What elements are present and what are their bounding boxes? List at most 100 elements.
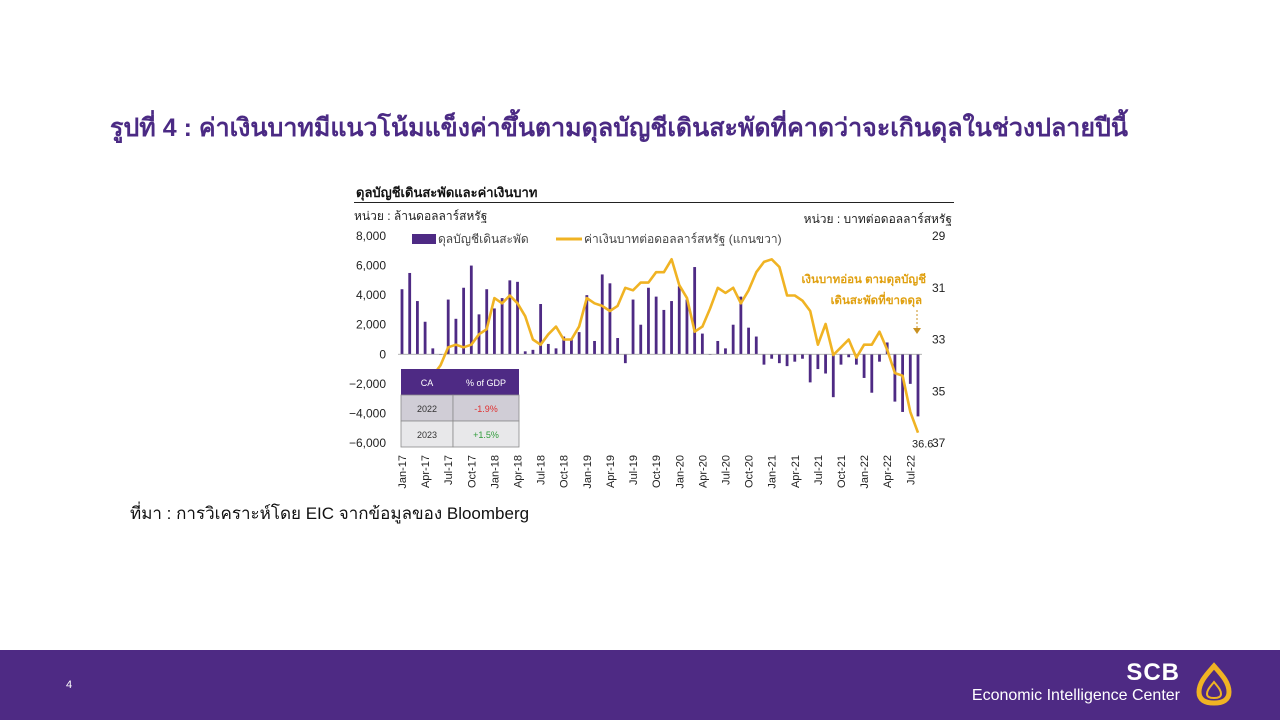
annotation-line-1: เงินบาทอ่อน ตามดุลบัญชี <box>801 273 926 287</box>
ca-bar <box>631 299 635 355</box>
ca-bar <box>654 296 658 355</box>
table-value: -1.9% <box>474 404 498 414</box>
x-tick-label: Apr-17 <box>420 455 432 488</box>
x-tick-label: Apr-19 <box>605 455 617 488</box>
baht-line <box>401 258 920 434</box>
unit-left-label: หน่วย : ล้านดอลลาร์สหรัฐ <box>354 209 488 223</box>
x-tick-label: Jan-21 <box>767 455 779 489</box>
ca-bar <box>554 348 558 355</box>
ca-bar <box>647 287 650 355</box>
x-tick-label: Apr-22 <box>882 455 894 488</box>
chart-title-rule <box>354 202 954 203</box>
ca-bar <box>454 318 458 355</box>
table-header-label: % of GDP <box>466 378 506 388</box>
ca-bar <box>862 354 866 378</box>
x-tick-label: Jul-19 <box>628 455 640 485</box>
y-right-tick-label: 29 <box>932 229 946 243</box>
ca-bar <box>685 299 689 355</box>
y-right-tick-label: 31 <box>932 281 946 295</box>
ca-bar <box>523 351 527 355</box>
brand-subtitle: Economic Intelligence Center <box>971 687 1180 704</box>
slide-title: รูปที่ 4 : ค่าเงินบาทมีแนวโน้มแข็งค่าขึ้… <box>110 114 1128 142</box>
table-header-label: CA <box>421 378 434 388</box>
ca-bar <box>469 265 473 355</box>
ca-bar <box>801 354 804 359</box>
x-tick-label: Oct-21 <box>836 455 848 488</box>
x-tick-label: Jul-22 <box>905 455 917 485</box>
annotation-line-2: เดินสะพัดที่ขาดดุล <box>831 291 922 308</box>
ca-bar <box>500 298 504 355</box>
ca-bar <box>700 333 704 355</box>
baht-end-label: 36.6 <box>912 439 933 451</box>
x-tick-label: Oct-18 <box>559 455 571 488</box>
ca-bar <box>508 280 512 355</box>
x-tick-label: Apr-18 <box>513 455 525 488</box>
y-left-tick-label: 8,000 <box>356 229 386 243</box>
ca-bar <box>623 354 627 364</box>
x-tick-label: Jul-20 <box>720 455 732 485</box>
ca-bar <box>916 354 920 417</box>
x-tick-label: Jul-18 <box>536 455 548 485</box>
ca-bar <box>731 324 735 355</box>
ca-bar <box>462 287 466 355</box>
legend-label-baht: ค่าเงินบาทต่อดอลลาร์สหรัฐ (แกนขวา) <box>584 232 782 246</box>
ca-bar <box>608 283 612 355</box>
ca-bar <box>739 296 743 355</box>
x-tick-label: Oct-19 <box>651 455 663 488</box>
y-right-tick-label: 37 <box>932 436 946 450</box>
ca-bar <box>423 321 427 355</box>
ca-bar <box>847 354 851 358</box>
ca-bar <box>539 304 543 355</box>
ca-bar <box>431 348 435 355</box>
ca-bar <box>870 354 874 393</box>
y-right-tick-label: 33 <box>932 333 946 347</box>
chart-panel: ดุลบัญชีเดินสะพัดและค่าเงินบาท หน่วย : ล… <box>340 178 960 498</box>
ca-bar <box>677 286 681 355</box>
table-header-cell <box>401 369 453 395</box>
page-number: 4 <box>66 679 73 691</box>
y-left-tick-label: −6,000 <box>349 436 386 450</box>
x-tick-label: Jan-22 <box>859 455 871 489</box>
x-tick-label: Jan-18 <box>489 455 501 489</box>
ca-bar <box>777 354 781 364</box>
ca-bar <box>616 338 620 355</box>
ca-bar <box>416 301 419 355</box>
ca-bar <box>662 309 666 355</box>
current-account-baht-chart: 8,000 6,000 4,000 2,000 0 −2,000 −4,000 −6,000 2… <box>349 229 946 489</box>
x-tick-label: Jan-17 <box>397 455 409 489</box>
ca-bar <box>762 354 766 365</box>
ca-bar <box>577 332 581 355</box>
footer-bar: 4 SCB Economic Intelligence Center <box>0 650 1280 720</box>
ca-bar <box>770 354 774 359</box>
ca-bar <box>600 274 604 355</box>
y-left-tick-label: 2,000 <box>356 318 386 332</box>
ca-bar <box>808 354 812 383</box>
table-cell <box>452 394 520 422</box>
table-header-cell <box>453 369 519 395</box>
unit-right-label: หน่วย : บาทต่อดอลลาร์สหรัฐ <box>803 212 952 226</box>
table-year: 2022 <box>417 404 437 414</box>
x-tick-label: Jan-19 <box>582 455 594 489</box>
ca-bar <box>747 327 750 355</box>
x-tick-label: Oct-20 <box>744 455 756 488</box>
table-value: +1.5% <box>473 430 499 440</box>
ca-bar <box>400 289 404 355</box>
y-left-tick-label: 4,000 <box>356 288 386 302</box>
y-left-tick-label: 6,000 <box>356 259 386 273</box>
y-right-tick-label: 35 <box>932 384 946 398</box>
ca-bar <box>831 354 835 398</box>
x-tick-label: Jan-20 <box>674 455 686 489</box>
table-cell <box>452 420 520 448</box>
ca-bar <box>854 354 858 365</box>
ca-bar <box>878 354 881 362</box>
y-left-tick-label: −4,000 <box>349 406 386 420</box>
ca-bar <box>693 267 697 355</box>
ca-bar <box>793 354 797 362</box>
ca-bar <box>446 299 450 355</box>
source-note: ที่มา : การวิเคราะห์โดย EIC จากข้อมูลของ… <box>130 504 530 523</box>
ca-bar <box>824 354 827 374</box>
ca-bar <box>908 354 912 384</box>
ca-bar <box>754 336 758 355</box>
legend-label-ca: ดุลบัญชีเดินสะพัด <box>438 232 529 247</box>
ca-bar <box>546 343 550 355</box>
